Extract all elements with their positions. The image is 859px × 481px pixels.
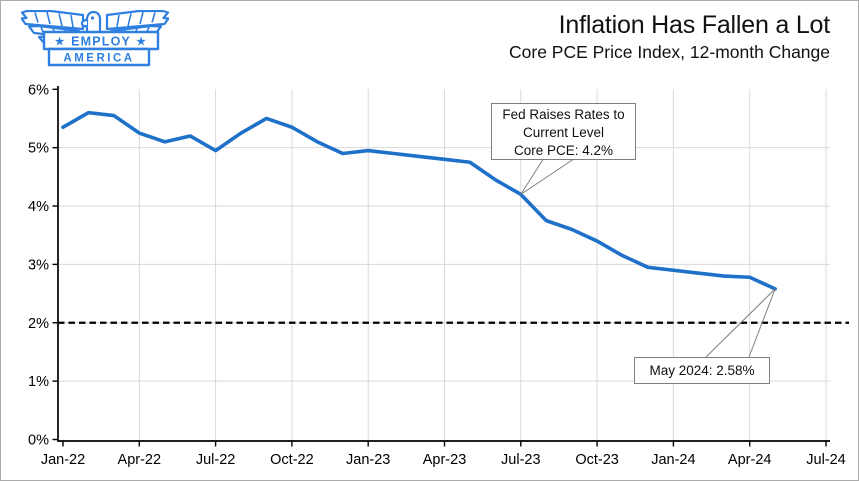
annotation-line: May 2024: 2.58%	[649, 363, 755, 378]
annotation-line: Current Level	[522, 125, 605, 140]
x-tick-label: Jul-24	[806, 452, 846, 468]
annotation-line: Core PCE: 4.2%	[513, 143, 614, 158]
x-tick-label: Jan-23	[346, 452, 390, 468]
x-tick-label: Jul-23	[501, 452, 541, 468]
annotation-line: Fed Raises Rates to	[502, 107, 625, 122]
callout-tail	[748, 288, 776, 358]
y-tick-label: 2%	[28, 316, 49, 332]
callout-tail	[520, 159, 574, 195]
annotation-fed-raises-rates: Fed Raises Rates to Current Level Core P…	[491, 103, 636, 160]
y-tick-label: 0%	[28, 433, 49, 449]
y-tick-label: 1%	[28, 374, 49, 390]
eagle-icon	[21, 10, 169, 67]
chart-header: Inflation Has Fallen a Lot Core PCE Pric…	[509, 10, 830, 63]
y-tick-label: 6%	[28, 82, 49, 98]
annotation-may-2024: May 2024: 2.58%	[634, 357, 770, 384]
y-tick-label: 3%	[28, 257, 49, 273]
x-tick-label: Oct-22	[270, 452, 314, 468]
x-tick-label: Oct-23	[575, 452, 619, 468]
callout-tail	[520, 159, 544, 195]
logo-text-america: AMERICA	[63, 53, 134, 65]
logo-text-employ: ★ EMPLOY ★	[54, 35, 148, 49]
y-tick-label: 4%	[28, 199, 49, 215]
x-tick-label: Jan-24	[651, 452, 695, 468]
x-tick-label: Jan-22	[41, 452, 85, 468]
x-tick-label: Apr-22	[118, 452, 162, 468]
x-tick-label: Jul-22	[196, 452, 236, 468]
chart-subtitle: Core PCE Price Index, 12-month Change	[509, 42, 830, 62]
employ-america-logo: ★ EMPLOY ★ AMERICA	[21, 10, 169, 67]
core-pce-line	[61, 110, 777, 291]
x-tick-label: Apr-24	[728, 452, 772, 468]
chart-title: Inflation Has Fallen a Lot	[558, 11, 831, 39]
callout-tail	[705, 288, 776, 358]
x-tick-label: Apr-23	[423, 452, 467, 468]
y-tick-label: 5%	[28, 141, 49, 157]
